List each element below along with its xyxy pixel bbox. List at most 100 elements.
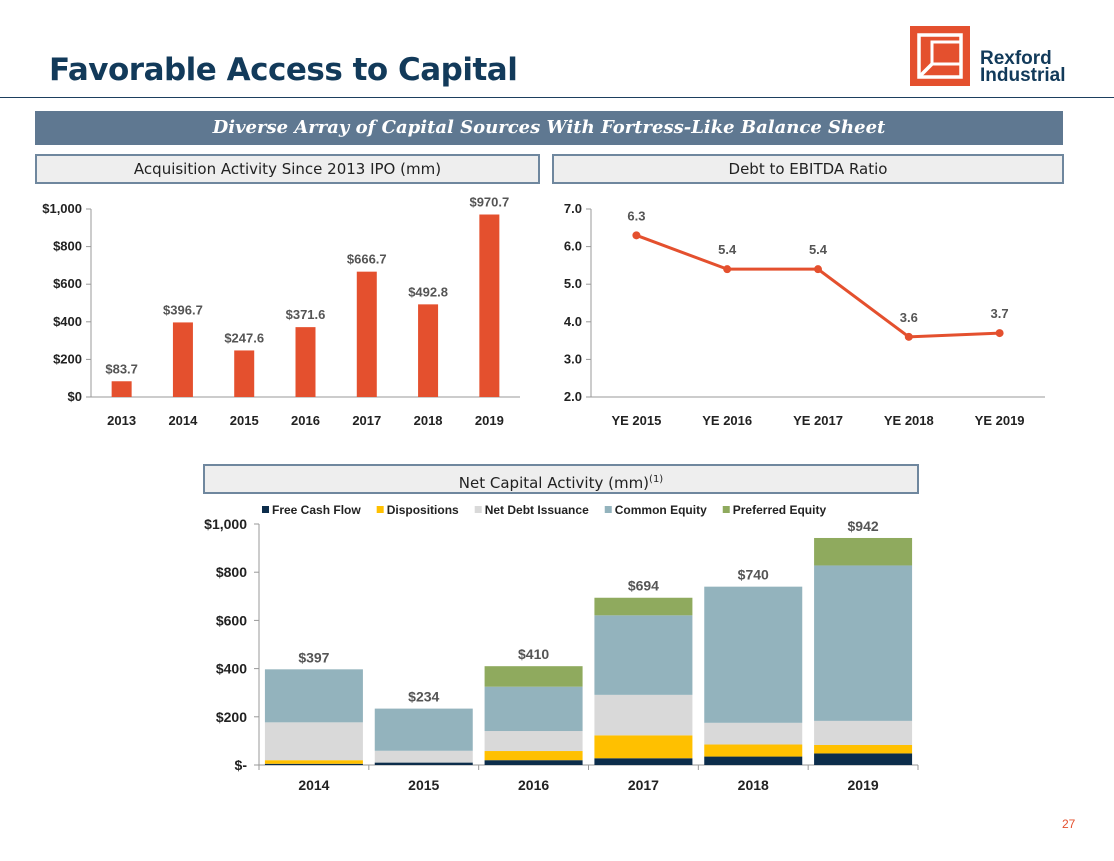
x-tick-label: 2019 bbox=[475, 413, 504, 428]
stacked-bar-segment bbox=[264, 760, 363, 764]
net-capital-footnote-marker: (1) bbox=[649, 474, 664, 485]
legend-label: Preferred Equity bbox=[733, 503, 827, 517]
bar bbox=[172, 322, 193, 397]
stacked-bar-segment bbox=[374, 750, 473, 763]
legend-label: Dispositions bbox=[387, 503, 459, 517]
y-tick-label: 4.0 bbox=[564, 314, 582, 329]
stacked-bar-segment bbox=[594, 694, 693, 736]
data-label: $247.6 bbox=[224, 330, 264, 345]
legend-swatch bbox=[474, 506, 482, 513]
stacked-bar-segment bbox=[264, 763, 363, 765]
stacked-bar-segment bbox=[814, 565, 913, 721]
x-tick-label: 2017 bbox=[628, 777, 659, 793]
y-tick-label: $800 bbox=[216, 564, 247, 580]
x-tick-label: 2018 bbox=[414, 413, 443, 428]
y-tick-label: $1,000 bbox=[42, 201, 82, 216]
y-tick-label: $800 bbox=[53, 239, 82, 254]
stacked-bar-segment bbox=[704, 756, 803, 765]
debt-ebitda-line-chart: 2.0 3.0 4.0 5.0 6.0 7.0 6.3 YE 2015 5.4 YE 2016 5.… bbox=[564, 201, 1045, 428]
total-label: $410 bbox=[518, 646, 549, 662]
bar bbox=[111, 381, 132, 397]
stacked-bar-segment bbox=[814, 720, 913, 745]
x-tick-label: YE 2018 bbox=[884, 413, 934, 428]
total-label: $740 bbox=[738, 567, 769, 583]
legend-label: Free Cash Flow bbox=[272, 503, 361, 517]
x-tick-label: 2015 bbox=[230, 413, 259, 428]
x-tick-label: 2014 bbox=[168, 413, 198, 428]
x-tick-label: 2016 bbox=[291, 413, 320, 428]
y-tick-label: $600 bbox=[216, 612, 247, 628]
stacked-bar-segment bbox=[704, 586, 803, 723]
x-tick-label: YE 2017 bbox=[793, 413, 843, 428]
data-point bbox=[904, 332, 913, 341]
acquisition-chart-title: Acquisition Activity Since 2013 IPO (mm) bbox=[133, 160, 442, 178]
net-capital-chart-title: Net Capital Activity (mm) bbox=[458, 474, 650, 492]
y-tick-label: $400 bbox=[216, 661, 247, 677]
stacked-bar-segment bbox=[814, 537, 913, 566]
data-label: $371.6 bbox=[286, 307, 326, 322]
data-point bbox=[632, 231, 641, 240]
data-point bbox=[814, 265, 822, 274]
total-label: $234 bbox=[408, 689, 439, 705]
y-tick-label: 6.0 bbox=[564, 239, 582, 254]
stacked-bar-segment bbox=[704, 744, 803, 757]
data-label: 5.4 bbox=[718, 242, 737, 257]
debt-chart-title: Debt to EBITDA Ratio bbox=[728, 160, 888, 178]
stacked-bar-segment bbox=[594, 597, 693, 616]
y-tick-label: 2.0 bbox=[564, 389, 582, 404]
stacked-bar-segment bbox=[264, 669, 363, 723]
logo-line-2: Industrial bbox=[980, 65, 1066, 86]
stacked-bar-segment bbox=[704, 722, 803, 745]
bar bbox=[295, 327, 316, 397]
stacked-bar-segment bbox=[594, 615, 693, 695]
x-tick-label: 2014 bbox=[298, 777, 329, 793]
data-point bbox=[723, 265, 732, 274]
title-divider bbox=[0, 97, 1114, 98]
x-tick-label: 2016 bbox=[518, 777, 549, 793]
page-title: Favorable Access to Capital bbox=[49, 52, 518, 88]
stacked-bar-segment bbox=[484, 751, 583, 761]
legend-swatch bbox=[722, 506, 730, 513]
stacked-bar-segment bbox=[264, 722, 363, 761]
legend-swatch bbox=[376, 506, 384, 513]
page-number: 27 bbox=[1062, 817, 1076, 831]
subtitle-banner: Diverse Array of Capital Sources With Fo… bbox=[35, 111, 1063, 145]
data-point bbox=[995, 329, 1004, 338]
stacked-bar-segment bbox=[484, 686, 583, 732]
stacked-bar-segment bbox=[594, 735, 693, 759]
x-tick-label: 2018 bbox=[738, 777, 769, 793]
bar bbox=[356, 271, 377, 397]
legend-swatch bbox=[604, 506, 612, 513]
data-label: $396.7 bbox=[163, 302, 203, 317]
net-capital-stacked-chart: Free Cash Flow Dispositions Net Debt Issua… bbox=[204, 503, 919, 793]
data-label: 6.3 bbox=[627, 208, 645, 223]
bar bbox=[234, 350, 255, 397]
data-label: $83.7 bbox=[105, 361, 138, 376]
stacked-bar-segment bbox=[814, 744, 913, 754]
y-tick-label: $600 bbox=[53, 276, 82, 291]
total-label: $694 bbox=[628, 578, 659, 594]
y-tick-label: $200 bbox=[216, 709, 247, 725]
y-tick-label: 7.0 bbox=[564, 201, 582, 216]
company-name: Rexford Industrial bbox=[980, 49, 1066, 86]
x-tick-label: 2013 bbox=[107, 413, 136, 428]
acquisition-bar-chart: $0 $200 $400 $600 $800 $1,000 $83.7 2013 $396.7 2… bbox=[42, 195, 520, 428]
x-tick-label: YE 2019 bbox=[975, 413, 1025, 428]
total-label: $942 bbox=[848, 518, 879, 534]
y-tick-label: 5.0 bbox=[564, 276, 582, 291]
x-tick-label: 2019 bbox=[848, 777, 879, 793]
x-tick-label: 2015 bbox=[408, 777, 439, 793]
y-tick-label: $0 bbox=[68, 389, 82, 404]
data-label: $970.7 bbox=[469, 195, 509, 210]
y-tick-label: $200 bbox=[53, 351, 82, 366]
data-label: $666.7 bbox=[347, 252, 387, 267]
y-tick-label: $- bbox=[235, 757, 248, 773]
x-tick-label: YE 2016 bbox=[702, 413, 752, 428]
stacked-bar-segment bbox=[484, 731, 583, 752]
x-tick-label: 2017 bbox=[352, 413, 381, 428]
stacked-bar-segment bbox=[374, 762, 473, 765]
stacked-bar-segment bbox=[484, 666, 583, 687]
bar bbox=[418, 304, 439, 397]
total-label: $397 bbox=[298, 649, 329, 665]
data-label: 3.7 bbox=[991, 306, 1009, 321]
